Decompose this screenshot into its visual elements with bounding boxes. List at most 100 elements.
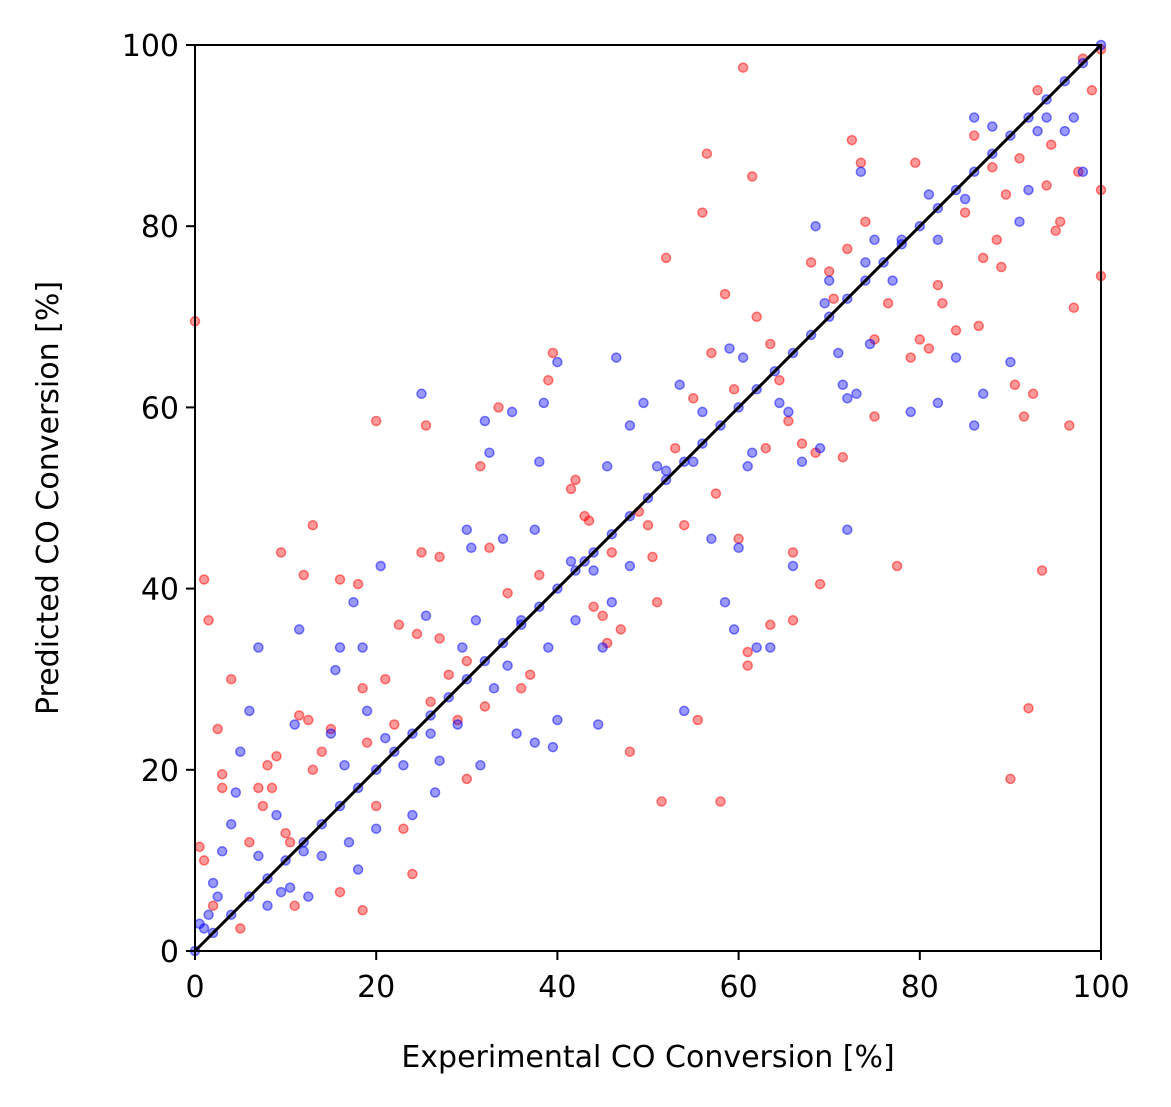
- x-tick-label: 60: [720, 970, 758, 1005]
- x-tick-label: 100: [1072, 970, 1129, 1005]
- data-point-series-1: [742, 646, 753, 658]
- x-tick-label: 40: [538, 970, 576, 1005]
- data-point-series-2: [724, 343, 735, 354]
- data-point-series-2: [325, 728, 337, 739]
- data-point-series-1: [583, 515, 595, 526]
- data-point-series-1: [697, 207, 708, 218]
- data-point-series-1: [198, 855, 210, 866]
- data-point-series-2: [728, 624, 740, 635]
- data-point-series-2: [330, 664, 341, 676]
- data-point-series-1: [524, 669, 536, 680]
- data-point-series-1: [842, 243, 853, 255]
- data-point-series-2: [597, 642, 608, 653]
- data-point-series-1: [719, 288, 731, 300]
- plot-frame: [194, 44, 1102, 952]
- data-point-series-2: [262, 900, 273, 911]
- data-point-series-2: [434, 755, 445, 766]
- data-point-series-1: [1036, 565, 1048, 576]
- data-point-series-2: [588, 565, 599, 576]
- data-point-series-1: [416, 547, 427, 558]
- data-point-series-2: [987, 121, 998, 132]
- data-point-series-2: [488, 683, 500, 694]
- y-tick-label: 0: [160, 935, 179, 970]
- data-point-series-1: [334, 574, 346, 585]
- data-point-series-2: [425, 728, 436, 739]
- data-point-series-2: [810, 220, 821, 232]
- data-point-series-1: [1027, 388, 1039, 400]
- data-point-series-2: [348, 596, 359, 608]
- data-point-series-1: [846, 134, 858, 146]
- data-point-series-1: [1000, 189, 1012, 200]
- data-point-series-2: [298, 846, 309, 857]
- data-point-series-2: [452, 719, 463, 730]
- data-point-series-2: [543, 642, 554, 653]
- data-point-series-1: [411, 628, 423, 640]
- data-point-series-2: [484, 447, 495, 458]
- data-point-series-1: [203, 615, 214, 626]
- data-point-series-1: [1023, 702, 1034, 714]
- data-point-series-1: [434, 633, 445, 644]
- data-point-series-2: [506, 406, 518, 418]
- data-point-series-2: [538, 397, 550, 409]
- data-point-series-2: [407, 809, 418, 821]
- data-point-series-2: [823, 275, 835, 286]
- data-point-series-1: [706, 347, 717, 359]
- data-point-series-1: [910, 157, 921, 169]
- data-point-series-2: [1077, 166, 1089, 178]
- data-point-series-1: [443, 669, 454, 680]
- data-point-series-2: [470, 615, 482, 626]
- data-point-series-1: [688, 393, 699, 404]
- data-point-series-1: [656, 796, 667, 807]
- data-point-series-1: [565, 483, 577, 495]
- data-point-series-2: [674, 379, 685, 391]
- data-point-series-1: [307, 519, 319, 531]
- data-point-series-1: [701, 148, 713, 159]
- data-point-series-2: [429, 787, 441, 798]
- data-point-series-1: [1009, 379, 1021, 391]
- data-point-series-1: [543, 374, 554, 386]
- data-point-series-1: [225, 673, 237, 685]
- data-point-series-2: [787, 560, 799, 572]
- data-point-series-1: [357, 904, 368, 916]
- data-point-series-1: [357, 683, 368, 694]
- data-point-series-2: [253, 850, 264, 862]
- data-point-series-1: [932, 279, 944, 291]
- data-point-series-2: [950, 352, 962, 363]
- data-point-series-2: [253, 642, 264, 653]
- data-point-series-2: [905, 406, 916, 418]
- data-point-series-2: [819, 297, 830, 309]
- data-point-series-2: [1059, 125, 1071, 137]
- data-point-series-1: [973, 320, 984, 332]
- data-point-series-2: [1041, 112, 1052, 123]
- data-point-series-1: [1086, 85, 1098, 96]
- data-point-series-1: [380, 673, 391, 685]
- data-point-series-1: [588, 601, 599, 612]
- data-point-series-1: [207, 900, 219, 911]
- data-point-series-2: [203, 909, 214, 921]
- data-point-series-2: [293, 624, 305, 635]
- data-point-series-2: [611, 352, 622, 363]
- data-point-series-2: [502, 660, 513, 671]
- data-point-series-2: [529, 524, 541, 535]
- y-ticks: 0 20 40 60 80 100: [122, 29, 195, 970]
- data-point-series-1: [534, 569, 545, 581]
- data-point-series-2: [977, 388, 989, 400]
- data-point-series-2: [334, 642, 346, 653]
- data-point-series-1: [303, 714, 314, 726]
- data-point-series-1: [991, 234, 1003, 246]
- y-tick-label: 20: [141, 754, 179, 789]
- data-point-series-2: [624, 560, 636, 572]
- data-point-series-1: [293, 710, 305, 721]
- data-point-series-1: [837, 451, 849, 463]
- data-point-series-2: [774, 397, 785, 409]
- data-point-series-2: [284, 882, 296, 893]
- data-point-series-2: [660, 465, 672, 477]
- data-point-series-2: [497, 533, 509, 545]
- data-point-series-1: [1032, 85, 1043, 96]
- parity-layer: [193, 43, 1103, 953]
- data-point-series-1: [361, 737, 373, 748]
- data-point-series-1: [923, 343, 935, 354]
- data-point-series-1: [642, 519, 654, 531]
- data-point-series-2: [842, 524, 853, 535]
